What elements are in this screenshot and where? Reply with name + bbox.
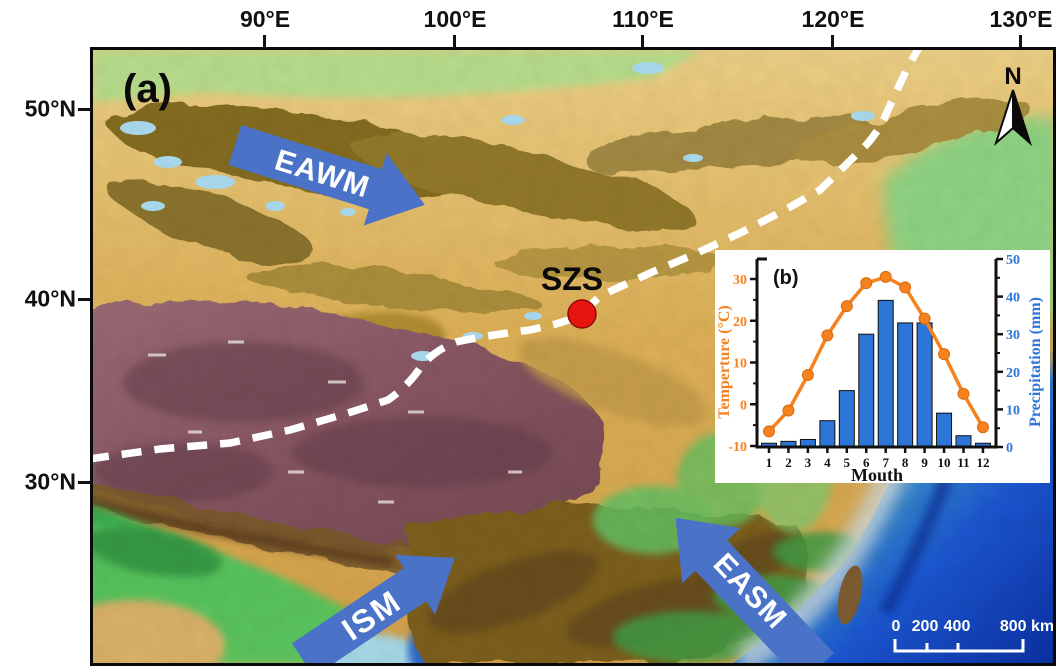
precip-tick-label: 0	[1006, 441, 1013, 456]
precip-bar	[897, 322, 914, 448]
precip-tick-label: 10	[1006, 403, 1020, 418]
lon-label-100e: 100°E	[423, 6, 487, 32]
month-tick-label: 5	[844, 455, 851, 470]
precip-bar	[877, 299, 894, 448]
axis-tick	[78, 298, 90, 301]
axis-tick	[78, 108, 90, 111]
month-tick-label: 11	[957, 455, 969, 470]
temperature-marker	[879, 270, 892, 283]
temperature-marker	[976, 421, 989, 434]
scale-label-800km: 800 km	[1000, 618, 1053, 635]
month-tick-label: 1	[766, 455, 773, 470]
axis-tick	[78, 481, 90, 484]
month-tick-label: 8	[902, 455, 909, 470]
easm-arrow	[675, 517, 834, 663]
eawm-arrow: EAWM	[228, 124, 425, 226]
scale-label-400: 400	[944, 618, 971, 635]
north-label: N	[1004, 63, 1021, 90]
x-axis-title: Mouth	[851, 465, 903, 483]
site-label: SZS	[541, 261, 603, 297]
lon-label-110e: 110°E	[612, 6, 674, 32]
temperature-marker	[957, 387, 970, 400]
precip-bar	[858, 333, 875, 448]
month-tick-label: 12	[976, 455, 989, 470]
temp-tick-label: 10	[733, 357, 747, 372]
precip-tick-label: 30	[1006, 328, 1020, 343]
precip-bar	[936, 412, 953, 448]
temperature-marker	[899, 281, 912, 294]
monsoon-limit-dashed-line	[93, 50, 922, 463]
temp-tick-label: -10	[728, 440, 747, 455]
temp-tick-label: 0	[740, 398, 747, 413]
month-tick-label: 2	[785, 455, 792, 470]
scale-bar	[893, 639, 1025, 653]
relief-map: EAWM ISM EASM SZS (a) N	[90, 47, 1056, 666]
temp-axis-title: Temperture (°C)	[716, 305, 733, 418]
panel-b-label: (b)	[773, 267, 799, 289]
axis-tick	[263, 35, 266, 47]
temperature-marker	[938, 348, 951, 361]
axis-tick	[453, 35, 456, 47]
lon-label-120e: 120°E	[801, 6, 865, 32]
map-overlay: EAWM ISM EASM SZS (a) N	[93, 50, 1053, 663]
panel-a-label: (a)	[123, 67, 172, 111]
precip-bar	[838, 390, 855, 448]
precip-bar	[819, 420, 836, 448]
temperature-marker	[782, 404, 795, 417]
temperature-marker	[918, 312, 931, 325]
precip-tick-label: 50	[1006, 253, 1020, 268]
temperature-marker	[860, 277, 873, 290]
scale-label-0: 0	[892, 618, 901, 635]
axis-tick	[1019, 35, 1022, 47]
temp-tick-label: 20	[733, 315, 747, 330]
climate-inset-chart: -10 0 10 20 30 0 10 20 30 40 50 1 2 3 4 5 6 7 8 9 10 11 12 Temp…	[715, 250, 1050, 483]
temperature-marker	[840, 300, 853, 313]
lat-label-50n: 50°N	[24, 95, 76, 122]
lat-label-30n: 30°N	[24, 468, 76, 495]
precip-tick-label: 40	[1006, 291, 1020, 306]
temp-tick-label: 30	[733, 273, 747, 288]
precip-tick-label: 20	[1006, 366, 1020, 381]
month-tick-label: 9	[921, 455, 928, 470]
axis-tick	[641, 35, 644, 47]
site-marker-dot	[567, 299, 597, 329]
axis-tick	[831, 35, 834, 47]
precip-bar	[955, 435, 972, 448]
lat-label-40n: 40°N	[24, 285, 76, 312]
month-tick-label: 10	[938, 455, 951, 470]
month-tick-label: 4	[824, 455, 831, 470]
month-tick-label: 7	[882, 455, 889, 470]
month-tick-label: 6	[863, 455, 870, 470]
month-tick-label: 3	[805, 455, 812, 470]
north-arrow-icon: N	[993, 63, 1033, 147]
lon-label-90e: 90°E	[239, 6, 291, 32]
temperature-marker	[821, 329, 834, 342]
ism-arrow: ISM	[291, 554, 455, 663]
scale-label-200: 200	[912, 618, 939, 635]
precip-bar	[916, 322, 933, 448]
precip-axis-title: Precipitation (mm)	[1027, 297, 1044, 427]
temperature-marker	[763, 425, 775, 438]
temperature-marker	[801, 369, 814, 382]
lon-label-130e: 130°E	[989, 6, 1053, 32]
temperature-line	[767, 275, 985, 433]
